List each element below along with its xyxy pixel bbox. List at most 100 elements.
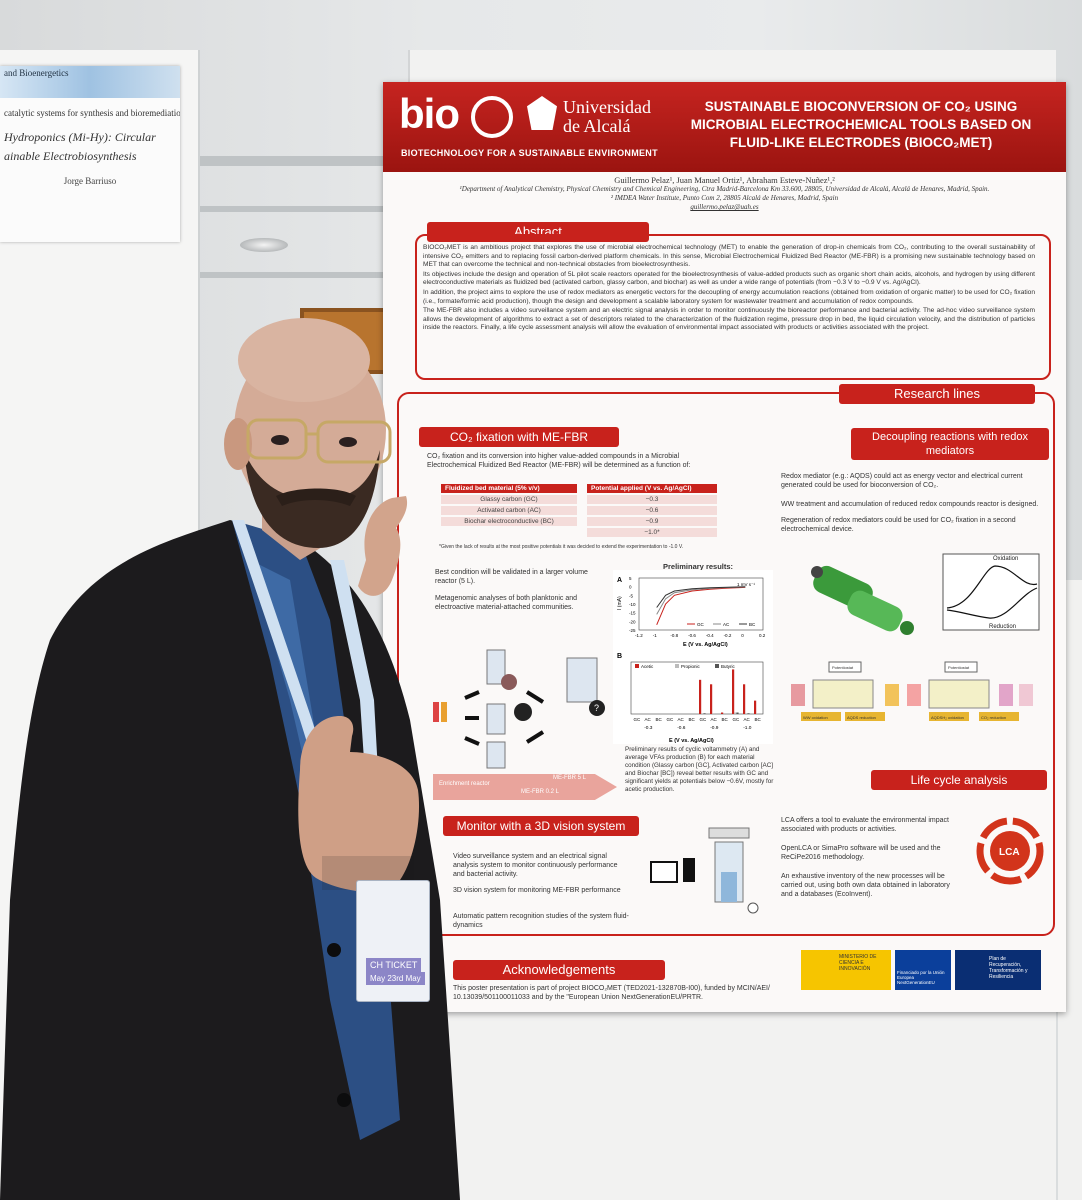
cyclic-voltammetry-chart: A I (mA) E (V vs. Ag/AgCl) 1 mV s⁻¹ -1.2 -1 -0… [613, 570, 773, 648]
ceiling-stripe [195, 156, 395, 166]
ceiling-lamp [240, 238, 288, 252]
poster-title: SUSTAINABLE BIOCONVERSION OF CO₂ USING M… [690, 99, 1032, 150]
potentiostat-icon [944, 661, 978, 673]
author-email: guillermo.pelaz@uah.es [690, 203, 759, 211]
legend-entry: Acetic [641, 664, 654, 669]
bioe-logo: bio [399, 90, 460, 137]
x-axis-label: E (V vs. Ag/AgCl) [683, 642, 728, 648]
preliminary-results-title: Preliminary results: [663, 562, 734, 571]
potentiostat-label: Potentiostat [832, 665, 854, 670]
bioe-logo-ring-icon [471, 96, 513, 138]
lca-core [990, 831, 1030, 871]
monitor-icon [650, 861, 678, 883]
fluid-bed-icon [721, 872, 737, 902]
potential-cell: −0.6 [587, 506, 717, 515]
bar-acetic [732, 669, 735, 714]
research-lines-box [397, 392, 1055, 936]
x-tick-label: -0.6 [688, 633, 696, 638]
decoupling-process-diagram: Potentiostat Potentiostat WW oxidation A… [791, 661, 1033, 721]
abstract-paragraph: The ME-FBR also includes a video surveil… [423, 307, 1035, 332]
process-tag [979, 712, 1019, 721]
affiliation: ¹Department of Analytical Chemistry, Phy… [459, 185, 990, 193]
plot-frame [638, 577, 764, 631]
x-tick-label: -1 [653, 633, 657, 638]
left-poster-subtitle: catalytic systems for synthesis and bior… [4, 108, 180, 118]
svg-text:?: ? [594, 703, 599, 713]
decoupling-text: Regeneration of redox mediators could be… [781, 517, 1016, 533]
bar-acetic [743, 684, 746, 714]
university-name-line: Universidad [563, 97, 651, 117]
jacket-button [327, 943, 341, 957]
legend-entry: Propionic [681, 664, 701, 669]
material-cell: Activated carbon (AC) [441, 506, 577, 515]
x-tick-label: -0.8 [670, 633, 678, 638]
lca-text: OpenLCA or SimaPro software will be used… [781, 845, 941, 861]
y-tick-label: 0 [629, 585, 632, 590]
lca-text: An exhaustive inventory of the new proce… [781, 873, 950, 898]
legend-swatch [675, 664, 679, 668]
process-label: WW oxidation [803, 715, 828, 720]
camera-icon [683, 858, 695, 882]
reactor-module-icon [847, 590, 903, 632]
beard [244, 450, 380, 548]
bar-propionic [745, 713, 748, 714]
university-emblem-icon [527, 96, 557, 130]
poster: bio BIOTECHNOLOGY FOR A SUSTAINABLE ENVI… [383, 82, 1066, 1012]
bald-scalp [238, 318, 370, 402]
potential-cell: −1.0* [587, 528, 717, 537]
x-group-label: -1.0 [743, 725, 752, 731]
badge-date-label: May 23rd May [366, 972, 425, 985]
bar-butyric [736, 712, 739, 714]
ear [224, 418, 252, 470]
moustache [276, 488, 356, 506]
poster-header: bio BIOTECHNOLOGY FOR A SUSTAINABLE ENVI… [383, 82, 1066, 172]
scale-up-arrow [433, 774, 617, 800]
y-tick-label: -5 [629, 593, 633, 598]
process-tag [801, 712, 841, 721]
vial-icon [433, 702, 439, 722]
x-category-label: BC [722, 717, 729, 722]
tank-icon [907, 684, 921, 706]
reduction-label: Reduction [989, 624, 1016, 630]
x-category-label: GC [634, 717, 642, 722]
plot-frame [942, 553, 1040, 631]
abstract-paragraph: BIOCO₂MET is an ambitious project that e… [423, 244, 1035, 269]
poster-authors-block: Guillermo Pelaz¹, Juan Manuel Ortiz¹, Ab… [383, 176, 1066, 212]
process-tag [929, 712, 969, 721]
bar-acetic [721, 712, 724, 714]
oxidation-label: Oxidation [993, 556, 1018, 562]
eu-logo: Financiado por la Unión Europea NextGene… [895, 950, 951, 990]
left-poster-header: and Bioenergetics [0, 66, 180, 98]
material-table: Fluidized bed material (5% v/v) Glassy c… [441, 484, 577, 526]
x-tick-label: -1.2 [635, 633, 643, 638]
cap-icon [811, 566, 823, 578]
reactor-icon [486, 703, 506, 735]
monitor-text: Video surveillance system and an electri… [453, 853, 618, 878]
y-axis-label: I (mA) [617, 596, 623, 610]
cell-icon [928, 679, 990, 709]
tank-icon [791, 684, 805, 706]
pump-icon [747, 902, 759, 914]
potential-table-header: Potential applied (V vs. Ag/AgCl) [587, 484, 717, 493]
material-sample-icon [501, 674, 517, 690]
acknowledgements-text: This poster presentation is part of proj… [453, 985, 770, 1001]
bar-acetic [710, 684, 713, 714]
process-label: AQDS reduction [847, 715, 876, 720]
badge-ticket-label: CH TICKET [366, 958, 422, 972]
cell-icon [812, 679, 874, 709]
material-sample-icon [514, 703, 532, 721]
table-note: *Given the lack of results at the most p… [439, 544, 684, 550]
chart-caption: Preliminary results of cyclic voltammetr… [625, 746, 774, 793]
y-tick-label: -25 [629, 628, 636, 633]
x-category-label: AC [711, 717, 718, 722]
prtr-logo: Plan de Recuperación, Transformación y R… [955, 950, 1041, 990]
decoupling-text: Redox mediator (e.g.: AQDS) could act as… [781, 473, 1023, 489]
x-category-label: GC [733, 717, 741, 722]
left-poster-title: ainable Electrobiosynthesis [4, 149, 137, 163]
tank-icon [885, 684, 899, 706]
x-tick-label: 0 [741, 633, 744, 638]
tank-icon [1019, 684, 1033, 706]
x-group-label: -0.3 [644, 725, 653, 731]
x-group-label: -0.6 [677, 725, 686, 731]
chart-panel-label: A [617, 577, 622, 584]
